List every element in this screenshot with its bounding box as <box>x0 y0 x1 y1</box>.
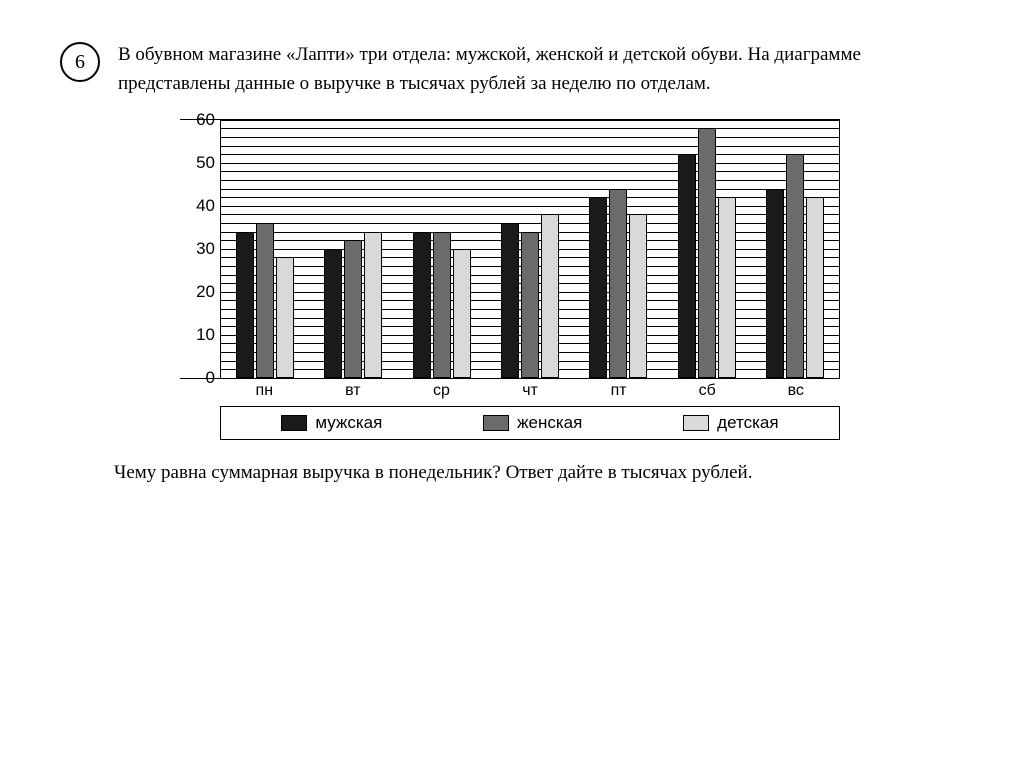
chart-bar-group <box>574 120 662 378</box>
chart-bar <box>256 223 274 378</box>
legend-label: женская <box>517 413 582 433</box>
chart-legend: мужская женская детская <box>220 406 840 440</box>
chart-bar <box>453 249 471 378</box>
chart-x-label: вт <box>309 379 398 400</box>
legend-label: мужская <box>315 413 382 433</box>
chart-plot-area: 0102030405060 <box>180 119 840 379</box>
chart-bar <box>678 154 696 378</box>
chart-gridline <box>221 378 839 379</box>
chart-y-label: 50 <box>181 153 215 173</box>
chart-bar <box>609 189 627 378</box>
legend-swatch <box>281 415 307 431</box>
legend-swatch <box>483 415 509 431</box>
chart-bar <box>521 232 539 378</box>
chart-bar-group <box>221 120 309 378</box>
chart-bar-group <box>398 120 486 378</box>
chart-bar <box>541 214 559 377</box>
chart-y-label: 40 <box>181 196 215 216</box>
chart-bars <box>221 120 839 378</box>
chart-y-label: 10 <box>181 325 215 345</box>
chart-bar <box>766 189 784 378</box>
chart-bar <box>364 232 382 378</box>
chart-x-label: пт <box>574 379 663 400</box>
chart-bar <box>786 154 804 378</box>
problem-number-circle: 6 <box>60 42 100 82</box>
chart-bar <box>344 240 362 378</box>
chart-bar <box>589 197 607 378</box>
chart-bar <box>236 232 254 378</box>
chart-bar-group <box>662 120 750 378</box>
chart-bar <box>276 257 294 377</box>
problem-text: В обувном магазине «Лапти» три отдела: м… <box>118 40 964 99</box>
chart-bar <box>629 214 647 377</box>
chart-x-label: вс <box>751 379 840 400</box>
chart-bar <box>433 232 451 378</box>
chart-x-label: чт <box>486 379 575 400</box>
chart-bar <box>806 197 824 378</box>
legend-swatch <box>683 415 709 431</box>
chart-y-label: 30 <box>181 239 215 259</box>
chart-y-label: 0 <box>181 368 215 388</box>
legend-item: детская <box>683 413 778 433</box>
chart-bar-group <box>751 120 839 378</box>
chart-bar <box>324 249 342 378</box>
chart-y-label: 60 <box>181 110 215 130</box>
legend-item: женская <box>483 413 582 433</box>
legend-label: детская <box>717 413 778 433</box>
chart-bar-group <box>309 120 397 378</box>
chart-bar <box>718 197 736 378</box>
legend-item: мужская <box>281 413 382 433</box>
chart-x-labels: пнвтсрчтптсбвс <box>220 379 840 400</box>
chart-bar <box>501 223 519 378</box>
chart-bar <box>413 232 431 378</box>
chart-x-label: пн <box>220 379 309 400</box>
problem-header: 6 В обувном магазине «Лапти» три отдела:… <box>60 40 964 99</box>
revenue-chart: 0102030405060 пнвтсрчтптсбвс мужскаяженс… <box>180 119 840 440</box>
chart-y-label: 20 <box>181 282 215 302</box>
question-text: Чему равна суммарная выручка в понедельн… <box>114 458 924 487</box>
chart-x-label: сб <box>663 379 752 400</box>
chart-bar <box>698 128 716 377</box>
chart-bar-group <box>486 120 574 378</box>
chart-x-label: ср <box>397 379 486 400</box>
